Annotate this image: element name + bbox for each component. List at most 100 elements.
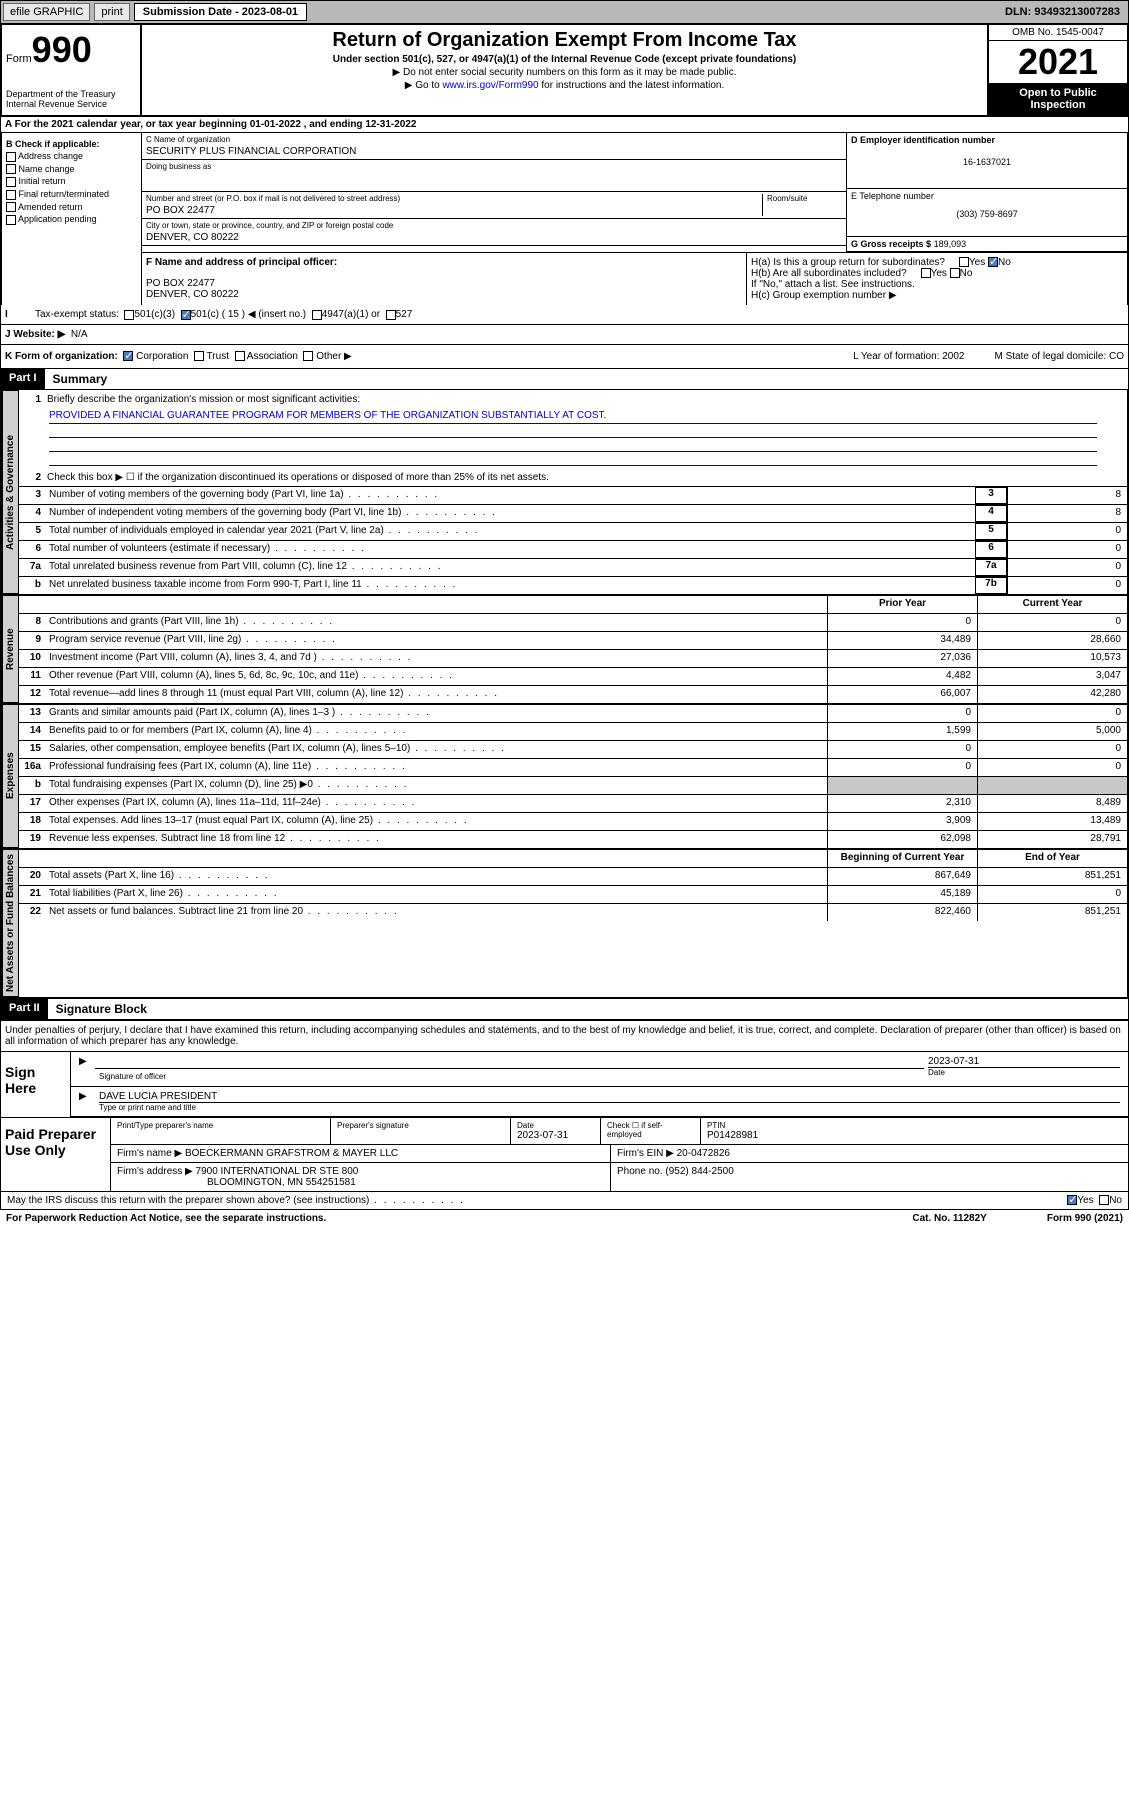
state-domicile: M State of legal domicile: CO	[995, 351, 1125, 362]
row-i-tax-status: I Tax-exempt status: 501(c)(3) 501(c) ( …	[0, 305, 1129, 325]
year-formation: L Year of formation: 2002	[853, 351, 964, 362]
sig-date: 2023-07-31	[928, 1056, 1120, 1067]
hb-question: H(b) Are all subordinates included? Yes …	[751, 268, 1123, 279]
gov-line-4: 4Number of independent voting members of…	[19, 504, 1127, 522]
line-11: 11Other revenue (Part VIII, column (A), …	[19, 667, 1127, 685]
section-expenses: Expenses 13Grants and similar amounts pa…	[0, 703, 1129, 848]
pra-notice: For Paperwork Reduction Act Notice, see …	[6, 1213, 912, 1224]
part2-header: Part II Signature Block	[0, 999, 1129, 1020]
telephone-cell: E Telephone number (303) 759-8697	[847, 189, 1127, 237]
form-note2: ▶ Go to www.irs.gov/Form990 for instruct…	[146, 80, 983, 91]
gov-line-3: 3Number of voting members of the governi…	[19, 486, 1127, 504]
address-cell: Number and street (or P.O. box if mail i…	[142, 192, 846, 219]
cb-name-change[interactable]: Name change	[6, 164, 137, 175]
preparer-addr-row: Firm's address ▶ 7900 INTERNATIONAL DR S…	[111, 1163, 1128, 1191]
line-8: 8Contributions and grants (Part VIII, li…	[19, 613, 1127, 631]
ha-no-checked	[988, 257, 998, 267]
sign-here-block: Sign Here ▶ Signature of officer 2023-07…	[0, 1052, 1129, 1118]
submission-date: Submission Date - 2023-08-01	[134, 3, 307, 21]
hb-note: If "No," attach a list. See instructions…	[751, 279, 1123, 290]
form-title: Return of Organization Exempt From Incom…	[146, 29, 983, 52]
firm-phone: (952) 844-2500	[665, 1166, 733, 1177]
line-19: 19Revenue less expenses. Subtract line 1…	[19, 830, 1127, 848]
line-9: 9Program service revenue (Part VIII, lin…	[19, 631, 1127, 649]
line-14: 14Benefits paid to or for members (Part …	[19, 722, 1127, 740]
city-state-zip: DENVER, CO 80222	[146, 232, 842, 243]
part1-header: Part I Summary	[0, 369, 1129, 390]
website-value: N/A	[71, 329, 88, 340]
gov-line-b: bNet unrelated business taxable income f…	[19, 576, 1127, 594]
tax-year: 2021	[989, 41, 1127, 83]
row-a-tax-year: A For the 2021 calendar year, or tax yea…	[0, 117, 1129, 133]
preparer-row1: Print/Type preparer's name Preparer's si…	[111, 1118, 1128, 1145]
col-b-checkboxes: B Check if applicable: Address change Na…	[2, 133, 142, 305]
principal-officer: F Name and address of principal officer:…	[142, 253, 747, 305]
corp-checked	[123, 351, 133, 361]
cb-final-return[interactable]: Final return/terminated	[6, 189, 137, 200]
q1-mission-label: Briefly describe the organization's miss…	[47, 394, 1123, 405]
line-13: 13Grants and similar amounts paid (Part …	[19, 704, 1127, 722]
form-header: Form990 Department of the Treasury Inter…	[0, 24, 1129, 117]
ptin-value: P01428981	[707, 1130, 1122, 1141]
gov-line-7a: 7aTotal unrelated business revenue from …	[19, 558, 1127, 576]
row-k-form-org: K Form of organization: Corporation Trus…	[0, 345, 1129, 369]
ha-question: H(a) Is this a group return for subordin…	[751, 257, 1123, 268]
irs-link[interactable]: www.irs.gov/Form990	[442, 80, 538, 91]
sign-here-label: Sign Here	[1, 1052, 71, 1117]
omb-number: OMB No. 1545-0047	[989, 25, 1127, 41]
telephone-value: (303) 759-8697	[851, 209, 1123, 219]
line-20: 20Total assets (Part X, line 16)867,6498…	[19, 867, 1127, 885]
cb-initial-return[interactable]: Initial return	[6, 176, 137, 187]
footer-row: For Paperwork Reduction Act Notice, see …	[0, 1210, 1129, 1227]
netassets-col-headers: Beginning of Current Year End of Year	[19, 849, 1127, 867]
cb-amended[interactable]: Amended return	[6, 202, 137, 213]
section-revenue: Revenue Prior Year Current Year 8Contrib…	[0, 594, 1129, 703]
line-21: 21Total liabilities (Part X, line 26)45,…	[19, 885, 1127, 903]
group-return: H(a) Is this a group return for subordin…	[747, 253, 1127, 305]
line-15: 15Salaries, other compensation, employee…	[19, 740, 1127, 758]
section-netassets: Net Assets or Fund Balances Beginning of…	[0, 848, 1129, 999]
print-button[interactable]: print	[94, 3, 129, 21]
ein-cell: D Employer identification number 16-1637…	[847, 133, 1127, 189]
vtab-revenue: Revenue	[2, 595, 19, 703]
line-17: 17Other expenses (Part IX, column (A), l…	[19, 794, 1127, 812]
preparer-date: 2023-07-31	[517, 1130, 594, 1141]
dba-cell: Doing business as	[142, 160, 846, 192]
officer-name-title: DAVE LUCIA PRESIDENT	[99, 1091, 1120, 1102]
firm-name: BOECKERMANN GRAFSTROM & MAYER LLC	[185, 1148, 398, 1159]
header-left: Form990 Department of the Treasury Inter…	[2, 25, 142, 115]
section-governance: Activities & Governance 1Briefly describ…	[0, 390, 1129, 594]
line-16a: 16aProfessional fundraising fees (Part I…	[19, 758, 1127, 776]
ein-value: 16-1637021	[851, 157, 1123, 167]
mission-text: PROVIDED A FINANCIAL GUARANTEE PROGRAM F…	[19, 408, 1127, 468]
entity-block: B Check if applicable: Address change Na…	[0, 133, 1129, 305]
q2-discontinued: Check this box ▶ ☐ if the organization d…	[47, 472, 1123, 483]
vtab-expenses: Expenses	[2, 704, 19, 848]
gov-line-5: 5Total number of individuals employed in…	[19, 522, 1127, 540]
city-cell: City or town, state or province, country…	[142, 219, 846, 246]
form-id-footer: Form 990 (2021)	[1047, 1213, 1123, 1224]
officer-address: PO BOX 22477 DENVER, CO 80222	[146, 278, 742, 300]
form-word: Form	[6, 53, 32, 65]
open-inspection: Open to Public Inspection	[989, 83, 1127, 115]
cb-application-pending[interactable]: Application pending	[6, 214, 137, 225]
dln-label: DLN: 93493213007283	[1005, 6, 1126, 18]
revenue-col-headers: Prior Year Current Year	[19, 595, 1127, 613]
col-c-org-info: C Name of organization SECURITY PLUS FIN…	[142, 133, 1127, 305]
line-10: 10Investment income (Part VIII, column (…	[19, 649, 1127, 667]
form-subtitle: Under section 501(c), 527, or 4947(a)(1)…	[146, 54, 983, 65]
org-name: SECURITY PLUS FINANCIAL CORPORATION	[146, 146, 842, 157]
vtab-netassets: Net Assets or Fund Balances	[2, 849, 19, 997]
efile-label: efile GRAPHIC	[3, 3, 90, 21]
col-b-title: B Check if applicable:	[6, 139, 137, 149]
cb-address-change[interactable]: Address change	[6, 151, 137, 162]
gross-receipts-value: 189,093	[934, 239, 967, 249]
preparer-firm-row: Firm's name ▶ BOECKERMANN GRAFSTROM & MA…	[111, 1145, 1128, 1163]
row-j-website: J Website: ▶ N/A	[0, 325, 1129, 345]
street-address: PO BOX 22477	[146, 205, 762, 216]
col-d: D Employer identification number 16-1637…	[847, 133, 1127, 252]
top-toolbar: efile GRAPHIC print Submission Date - 20…	[0, 0, 1129, 24]
perjury-declaration: Under penalties of perjury, I declare th…	[0, 1020, 1129, 1052]
header-center: Return of Organization Exempt From Incom…	[142, 25, 987, 115]
irs-discuss-row: May the IRS discuss this return with the…	[0, 1192, 1129, 1210]
